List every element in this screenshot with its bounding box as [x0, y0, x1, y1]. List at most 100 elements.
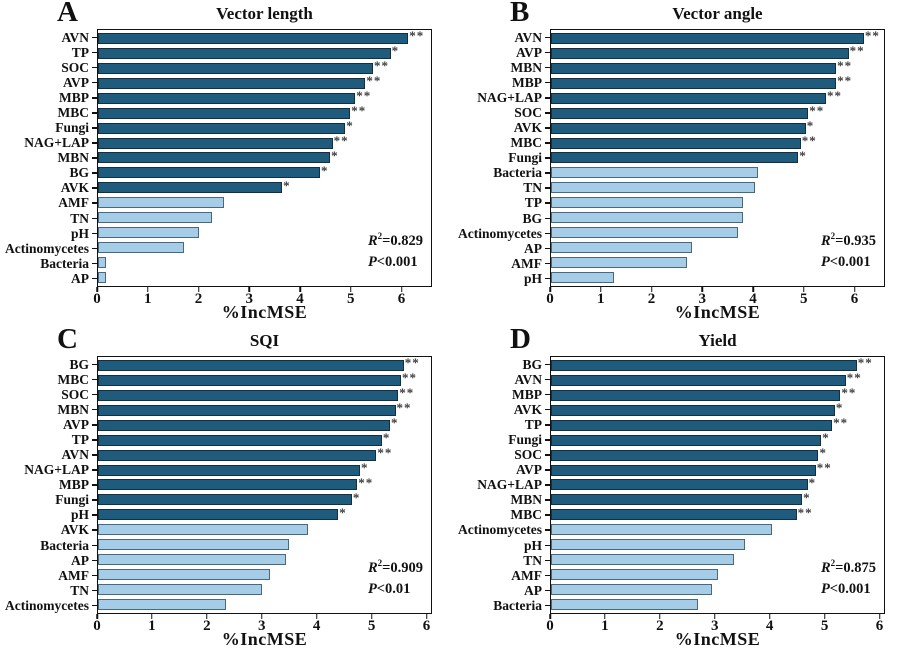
- y-tick-mark: [92, 262, 97, 265]
- y-tick-mark: [92, 66, 97, 69]
- plot-area: ** ** ** ** * * ** * ** * * R2=0.909 P<0.01: [97, 355, 432, 614]
- y-label-Fungi: Fungi: [453, 432, 550, 447]
- bar-TP: [551, 419, 833, 431]
- y-tick-mark: [92, 499, 97, 501]
- y-tick-mark: [92, 172, 97, 174]
- significance-stars: **: [816, 460, 832, 476]
- y-tick-mark: [545, 142, 550, 144]
- y-label-TP: TP: [453, 196, 550, 211]
- y-tick-mark: [545, 112, 550, 114]
- y-tick-mark: [545, 232, 550, 235]
- y-label-Fungi: Fungi: [0, 493, 97, 508]
- x-tick-label: 0: [546, 618, 554, 634]
- bar-row: **: [551, 133, 884, 151]
- y-tick-mark: [545, 589, 550, 592]
- y-label-NAG+LAP: NAG+LAP: [453, 478, 550, 493]
- x-tick-mark: [650, 287, 653, 292]
- bar-row: **: [551, 355, 884, 373]
- significance-stars: *: [819, 445, 827, 461]
- x-tick-label: 5: [347, 291, 355, 307]
- panel-B: B Vector angle ** ** ** ** ** ** * ** * R2=0.935 P<0…: [453, 0, 907, 327]
- bar-MBP: [551, 389, 841, 401]
- y-tick-mark: [92, 217, 97, 220]
- bar-AVP: [551, 47, 849, 59]
- x-tick-label: 0: [93, 291, 101, 307]
- y-tick-mark: [545, 363, 550, 366]
- x-axis: 0 1 2 3 4 5 6: [546, 614, 885, 642]
- y-label-AVK: AVK: [453, 120, 550, 135]
- y-tick-mark: [545, 408, 550, 411]
- bar-row: **: [98, 445, 431, 463]
- bar-Actinomycetes: [551, 227, 738, 239]
- bar-row: **: [98, 28, 431, 46]
- x-tick-label: 1: [601, 618, 609, 634]
- significance-stars: *: [808, 474, 817, 490]
- significance-stars: **: [366, 73, 382, 89]
- x-tick-label: 5: [800, 291, 808, 307]
- bar-row: **: [551, 415, 884, 433]
- panel-A: A Vector length ** * ** ** ** ** * ** * * * R2=0.829 P…: [0, 0, 453, 327]
- bar-pH: [551, 271, 615, 283]
- panel-C: C SQI ** ** ** ** * * ** * ** * * R2=0.909 P<0.01 BG MBC…: [0, 323, 453, 654]
- bar-MBP: [98, 479, 358, 491]
- bar-MBC: [98, 107, 351, 119]
- y-label-SOC: SOC: [453, 447, 550, 462]
- bar-Actinomycetes: [98, 242, 184, 254]
- bar-Bacteria: [551, 167, 758, 179]
- y-label-MBP: MBP: [0, 478, 97, 493]
- bar-row: **: [551, 88, 884, 106]
- bar-row: **: [98, 58, 431, 76]
- significance-stars: **: [864, 28, 880, 44]
- x-tick-mark: [853, 287, 856, 292]
- bar-row: [551, 597, 884, 612]
- bar-row: **: [551, 370, 884, 388]
- chart-title: Vector length: [216, 4, 313, 23]
- y-axis-labels: AVN TP SOC AVP MBP MBC Fungi NAG+LAP MBN BG AVK AMF…: [0, 29, 97, 287]
- significance-stars: **: [404, 355, 420, 371]
- x-tick-mark: [315, 614, 318, 619]
- x-axis-title: %IncMSE: [221, 629, 308, 649]
- y-label-NAG+LAP: NAG+LAP: [453, 90, 550, 105]
- bar-row: [98, 225, 431, 240]
- significance-stars: **: [801, 133, 817, 149]
- significance-stars: **: [833, 415, 849, 431]
- y-label-Actinomycetes: Actinomycetes: [453, 226, 550, 241]
- p-value: P<0.001: [367, 254, 418, 271]
- plot-area: ** ** ** * ** * * ** * * ** R2=0.875 P<0.001: [550, 355, 885, 614]
- bar-BG: [551, 212, 743, 224]
- bar-row: [551, 210, 884, 225]
- y-label-AVN: AVN: [453, 372, 550, 387]
- bar-row: **: [551, 505, 884, 522]
- panel-D: D Yield ** ** ** * ** * * ** * * ** R2=0.875 P<0.001 BG…: [453, 323, 907, 654]
- plot-area: ** * ** ** ** ** * ** * * * R2=0.829 P<0.001: [97, 28, 432, 287]
- bar-MBN: [98, 152, 331, 164]
- x-tick-mark: [600, 287, 602, 292]
- x-tick-mark: [299, 287, 301, 292]
- bar-TP: [98, 434, 382, 446]
- x-tick-label: 0: [546, 291, 554, 307]
- bar-row: [551, 195, 884, 210]
- p-italic: P: [820, 254, 830, 271]
- bar-row: *: [98, 178, 431, 195]
- bar-AVN: [551, 32, 864, 44]
- bar-TN: [551, 554, 734, 566]
- y-label-AMF: AMF: [453, 568, 550, 583]
- bar-row: [98, 270, 431, 285]
- bar-row: [551, 165, 884, 180]
- x-tick-label: 5: [367, 618, 376, 634]
- y-tick-mark: [545, 51, 550, 54]
- y-label-Bacteria: Bacteria: [453, 598, 550, 613]
- significance-stars: *: [382, 430, 391, 446]
- bar-pH: [98, 509, 339, 521]
- bar-row: [551, 225, 884, 240]
- y-label-TN: TN: [453, 181, 550, 196]
- y-tick-mark: [92, 127, 97, 129]
- bar-row: [98, 195, 431, 210]
- y-tick-mark: [545, 424, 550, 426]
- y-label-AVP: AVP: [453, 45, 550, 60]
- y-label-MBC: MBC: [0, 372, 97, 387]
- x-tick-mark: [350, 287, 352, 292]
- stats-annotation: R2=0.909 P<0.01: [368, 558, 423, 602]
- y-label-BG: BG: [453, 357, 550, 372]
- x-tick-label: 2: [647, 291, 656, 307]
